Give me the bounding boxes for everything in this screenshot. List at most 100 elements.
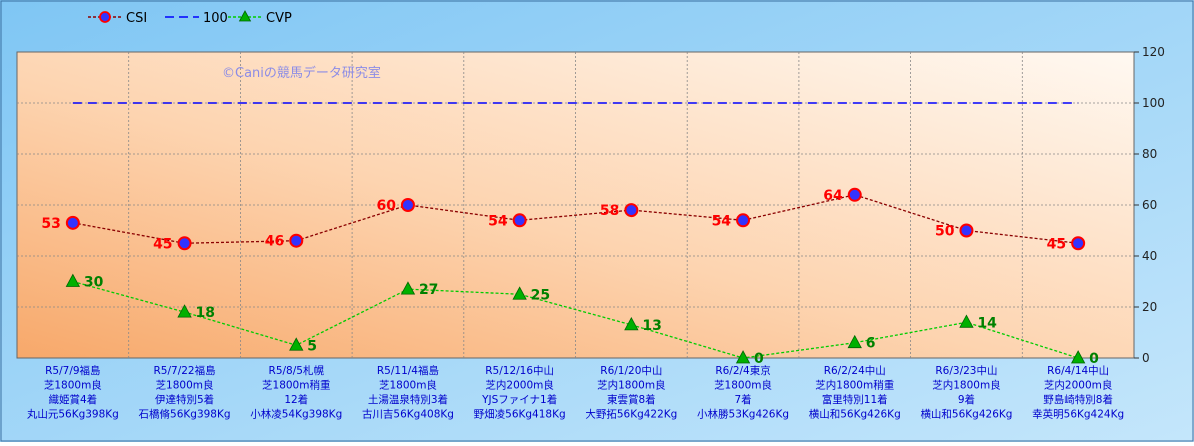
series-cvp-data-label: 18 xyxy=(196,305,215,321)
x-category-line: 小林凌54Kg398Kg xyxy=(250,408,342,421)
series-cvp-line xyxy=(72,280,1079,359)
x-category-line: R6/4/14中山 xyxy=(1047,364,1109,377)
y-tick-label: 120 xyxy=(1142,45,1165,59)
series-csi-point xyxy=(400,198,415,212)
series-csi: 53 45 46 60 54 58 54 64 50 45 xyxy=(41,187,1086,252)
x-category-line: 7着 xyxy=(734,393,751,406)
series-csi-point xyxy=(512,213,527,228)
legend-item: CVP xyxy=(228,10,292,26)
x-category-line: 芝1800m良 xyxy=(156,379,214,392)
series-layer: 53 45 46 60 54 58 54 64 50 45 30 18 5 27 25 13 0 6 14 0 xyxy=(41,102,1099,367)
y-tick-label: 60 xyxy=(1142,198,1157,212)
x-category-line: 芝1800m良 xyxy=(714,379,772,392)
series-cvp-data-label: 0 xyxy=(1089,351,1099,367)
legend-marker xyxy=(99,11,111,23)
y-tick-label: 40 xyxy=(1142,249,1157,263)
x-category-line: 野島崎特別8着 xyxy=(1043,393,1113,406)
series-csi-point xyxy=(624,203,639,218)
series-csi-point xyxy=(847,187,862,202)
x-category-line: 織姫賞4着 xyxy=(49,393,98,406)
x-category-line: R6/2/4東京 xyxy=(715,364,770,377)
series-csi-data-label: 45 xyxy=(153,236,172,252)
x-category-line: 芝内1800m良 xyxy=(597,379,665,392)
legend-item: 100 xyxy=(165,11,228,26)
x-category-line: 芝内1800m良 xyxy=(932,379,1000,392)
y-tick-label: 0 xyxy=(1142,351,1150,365)
y-tick-label: 80 xyxy=(1142,147,1157,161)
series-cvp-point xyxy=(959,314,974,328)
series-csi-point xyxy=(959,223,974,238)
series-csi-data-label: 64 xyxy=(823,188,843,204)
x-category-line: 丸山元56Kg398Kg xyxy=(27,408,119,421)
legend: CSI 100 CVP xyxy=(88,10,292,26)
series-csi-line xyxy=(72,194,1079,244)
x-category-line: 芝内2000m良 xyxy=(1044,379,1112,392)
series-csi-data-label: 54 xyxy=(712,213,732,229)
series-cvp-data-label: 13 xyxy=(642,318,661,334)
x-category-line: R5/11/4福島 xyxy=(377,364,439,377)
series-cvp-point xyxy=(177,304,192,318)
series-cvp-data-label: 5 xyxy=(307,338,317,354)
series-cvp: 30 18 5 27 25 13 0 6 14 0 xyxy=(65,273,1099,367)
x-category-line: R5/12/16中山 xyxy=(485,364,554,377)
series-cvp-data-label: 25 xyxy=(531,287,550,303)
y-tick-label: 100 xyxy=(1142,96,1165,110)
x-category-line: R5/7/22福島 xyxy=(154,364,216,377)
x-category-line: R5/7/9福島 xyxy=(45,364,100,377)
x-category-line: YJSファイナ1着 xyxy=(481,393,557,406)
x-category-line: 芝1800m稍重 xyxy=(262,379,330,392)
x-category-line: 芝1800m良 xyxy=(44,379,102,392)
series-csi-data-label: 45 xyxy=(1047,236,1066,252)
x-category-line: 9着 xyxy=(958,393,975,406)
x-category-line: 野畑凌56Kg418Kg xyxy=(474,408,566,421)
x-category-line: 東雲賞8着 xyxy=(607,393,656,406)
x-category-line: R6/2/24中山 xyxy=(824,364,886,377)
x-category-line: 横山和56Kg426Kg xyxy=(920,408,1012,421)
series-cvp-point xyxy=(735,350,751,364)
series-cvp-data-label: 14 xyxy=(977,315,997,331)
x-category-line: 富里特別11着 xyxy=(822,393,888,406)
series-cvp-data-label: 27 xyxy=(419,282,438,298)
watermark-text: ©Caniの競馬データ研究室 xyxy=(222,65,381,81)
x-category-line: 伊達特別5着 xyxy=(155,393,214,406)
x-category-line: 芝内2000m良 xyxy=(485,379,553,392)
series-cvp-point xyxy=(512,286,527,300)
legend-label: CSI xyxy=(126,11,147,26)
series-csi-data-label: 53 xyxy=(41,216,60,232)
series-cvp-point xyxy=(624,317,639,331)
x-category-line: R6/1/20中山 xyxy=(600,364,662,377)
x-category-line: 小林勝53Kg426Kg xyxy=(697,408,789,421)
series-csi-point xyxy=(736,213,751,228)
gridlines xyxy=(17,52,1134,358)
legend-item: CSI xyxy=(88,11,147,26)
x-category-line: 大野拓56Kg422Kg xyxy=(585,408,677,421)
x-category-line: 芝内1800m稍重 xyxy=(815,379,894,392)
series-cvp-point xyxy=(1070,350,1086,364)
series-csi-point xyxy=(1071,236,1086,251)
legend-label: 100 xyxy=(203,11,228,26)
series-csi-data-label: 60 xyxy=(376,198,396,214)
series-csi-point xyxy=(65,215,80,230)
series-csi-data-label: 58 xyxy=(600,203,619,219)
series-cvp-point xyxy=(847,334,862,349)
x-category-line: 横山和56Kg426Kg xyxy=(809,408,901,421)
x-category-line: R6/3/23中山 xyxy=(935,364,997,377)
series-csi-data-label: 54 xyxy=(488,213,508,229)
legend-label: CVP xyxy=(266,11,292,26)
x-category-line: 石橋脩56Kg398Kg xyxy=(139,408,231,421)
series-csi-point xyxy=(289,233,304,248)
y-tick-label: 20 xyxy=(1142,300,1157,314)
series-cvp-data-label: 0 xyxy=(754,351,764,367)
x-category-line: 土湯温泉特別3着 xyxy=(368,393,448,406)
series-cvp-data-label: 30 xyxy=(84,275,104,291)
